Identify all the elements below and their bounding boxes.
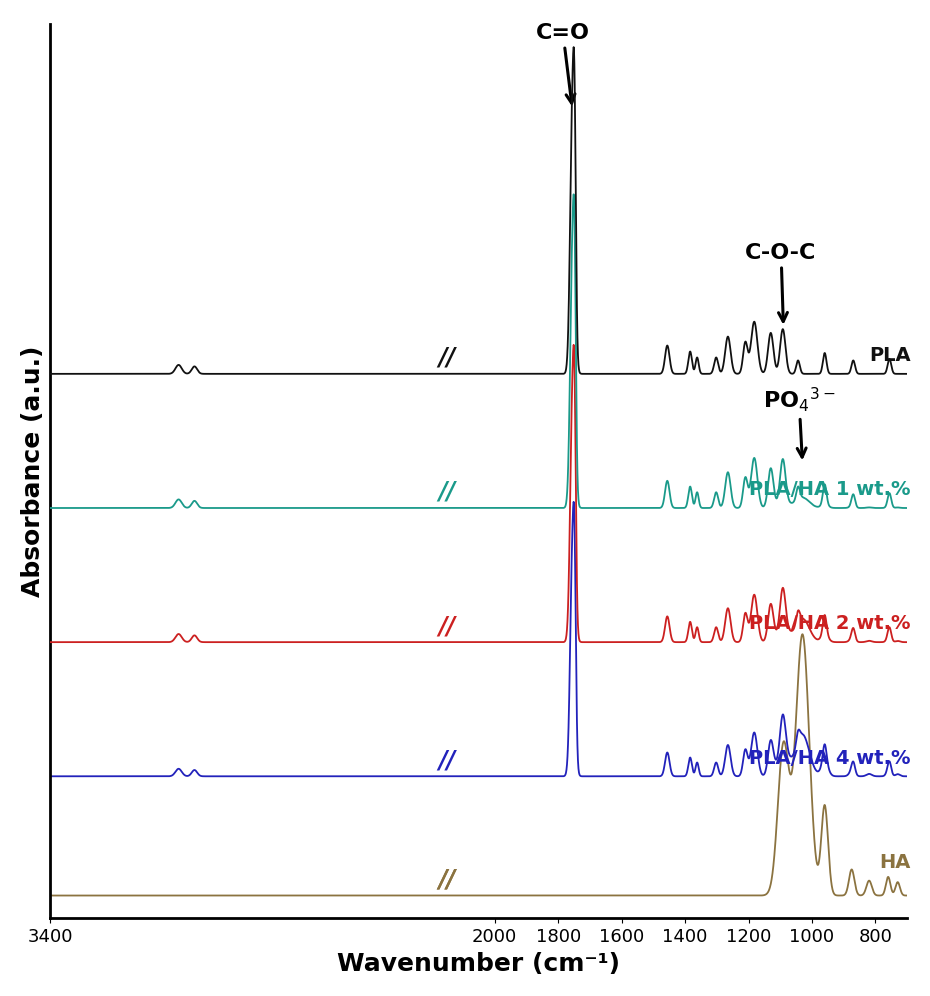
Text: //: // [438, 868, 456, 891]
Text: PLA/HA 2 wt.%: PLA/HA 2 wt.% [749, 615, 910, 633]
Text: //: // [438, 614, 456, 637]
Text: HA: HA [878, 853, 910, 872]
Text: PLA/HA 1 wt.%: PLA/HA 1 wt.% [749, 480, 910, 499]
Text: PLA/HA 4 wt.%: PLA/HA 4 wt.% [749, 748, 910, 767]
Text: PO$_4$$^{3-}$: PO$_4$$^{3-}$ [763, 385, 834, 457]
Text: //: // [438, 346, 456, 370]
Text: C=O: C=O [536, 23, 590, 104]
Text: PLA: PLA [868, 346, 910, 365]
Text: //: // [438, 748, 456, 772]
Text: C-O-C: C-O-C [745, 243, 817, 322]
Text: //: // [438, 480, 456, 504]
Y-axis label: Absorbance (a.u.): Absorbance (a.u.) [20, 346, 45, 597]
X-axis label: Wavenumber (cm⁻¹): Wavenumber (cm⁻¹) [337, 951, 619, 975]
Text: //: // [438, 868, 456, 891]
